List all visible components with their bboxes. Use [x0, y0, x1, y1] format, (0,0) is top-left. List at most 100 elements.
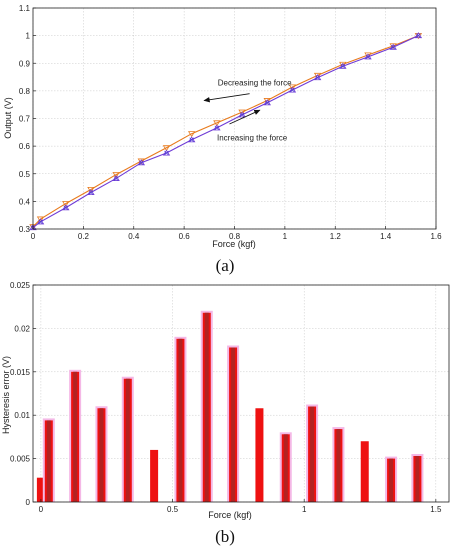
bar-inner	[204, 312, 209, 502]
line-chart-cross-marker	[88, 190, 94, 195]
bar-inner	[231, 347, 236, 502]
bar-chart-y-tick-label: 0.02	[14, 324, 30, 333]
line-chart-y-tick-label: 0.5	[19, 170, 31, 179]
line-chart-cross-marker	[290, 87, 295, 93]
bar-inner	[389, 458, 394, 502]
bar-inner	[336, 429, 341, 502]
bar-chart-x-tick-label: 0.5	[167, 505, 179, 514]
bar-inner	[310, 406, 315, 502]
line-chart-y-tick-label: 0.8	[19, 87, 31, 96]
bar-inner	[73, 371, 78, 502]
line-chart-y-tick-label: 0.3	[19, 225, 31, 234]
line-chart-cross-marker	[315, 75, 320, 80]
line-chart-cross-marker	[264, 100, 270, 106]
bar-chart-y-tick-label: 0.015	[10, 368, 31, 377]
line-chart-point-marker	[187, 131, 196, 138]
line-chart-point-marker	[62, 204, 70, 211]
line-chart-cross-marker	[416, 33, 421, 38]
bar-chart-panel-b: 0 0.5 1 1.5 0 0.005 0.01 0.015 0.02 0.025 Force (…	[1, 281, 450, 546]
bar-chart-bars	[36, 310, 424, 502]
line-chart-y-axis-label: Output (V)	[3, 97, 13, 139]
bar-chart-y-tick-label: 0.01	[14, 411, 30, 420]
bar	[150, 449, 159, 502]
line-chart-point-marker	[162, 145, 171, 152]
bar-inner	[125, 378, 130, 502]
annotation-decreasing-label: Decreasing the force	[218, 78, 292, 87]
bar-chart-x-tick-label: 1.5	[430, 505, 442, 514]
annotation-decreasing-arrow	[203, 93, 250, 103]
line-chart-point-marker	[313, 74, 322, 81]
line-chart-point-marker	[339, 62, 347, 69]
bar-chart-y-tick-label: 0.025	[10, 281, 31, 290]
line-chart-x-axis-label: Force (kgf)	[212, 239, 256, 249]
annotation-increasing-arrow	[229, 109, 261, 125]
line-chart-x-tick-label: 0.4	[128, 232, 140, 241]
line-chart-point-marker	[414, 32, 423, 39]
line-chart-y-tick-label: 0.7	[19, 115, 31, 124]
line-chart-point-marker	[213, 124, 221, 131]
line-chart-y-tick-label: 0.6	[19, 142, 31, 151]
bar-inner	[415, 455, 420, 502]
panel-label-b: (b)	[215, 527, 235, 546]
line-chart-point-marker	[238, 109, 246, 116]
line-chart-panel-a: 0 0.2 0.4 0.6 0.8 1 1.2 1.4 1.6 0.3 0.4 0.5 0.6 0.7 0.…	[3, 4, 442, 275]
line-chart-cross-marker	[164, 150, 169, 156]
line-chart-x-tick-label: 0.6	[179, 232, 191, 241]
bar-chart-y-tick-label: 0	[26, 498, 31, 507]
line-chart-x-tick-label: 0.2	[78, 232, 90, 241]
line-chart-point-marker	[213, 120, 221, 127]
line-chart-point-marker	[36, 218, 45, 225]
line-chart-x-tick-label: 1.2	[330, 232, 342, 241]
line-chart-point-marker	[238, 111, 246, 118]
line-chart-series-line-1	[32, 35, 419, 228]
line-chart-cross-marker	[38, 219, 43, 225]
line-chart-point-marker	[187, 136, 196, 143]
line-chart-y-tick-label: 1	[26, 32, 31, 41]
bar	[255, 408, 264, 502]
annotation-increasing-label: Increasing the force	[217, 134, 288, 143]
line-chart-x-tick-label: 1.6	[430, 232, 442, 241]
bar-inner	[46, 420, 51, 502]
line-chart-cross-marker	[239, 112, 245, 118]
line-chart-series	[29, 32, 423, 231]
line-chart-annotations: Decreasing the force Increasing the force	[203, 78, 292, 143]
bar-inner	[283, 434, 288, 502]
line-chart-point-marker	[288, 84, 297, 91]
line-chart-cross-marker	[113, 176, 119, 181]
line-chart-cross-marker	[390, 44, 396, 50]
line-chart-point-marker	[137, 159, 146, 166]
line-chart-y-tick-label: 0.4	[19, 197, 31, 206]
line-chart-cross-marker	[365, 54, 371, 60]
line-chart-x-tick-label: 1	[283, 232, 288, 241]
bar-chart-ticks: 0 0.5 1 1.5 0 0.005 0.01 0.015 0.02 0.025	[10, 281, 442, 514]
bar-inner	[178, 338, 183, 502]
line-chart-point-marker	[62, 201, 70, 208]
line-chart-x-tick-label: 0.8	[229, 232, 241, 241]
line-chart-cross-marker	[63, 205, 68, 210]
bar-chart-x-axis-label: Force (kgf)	[208, 510, 252, 520]
line-chart-point-marker	[87, 189, 95, 196]
bar-chart-y-axis-label: Hysteresis error (V)	[1, 356, 11, 434]
bar-chart-x-tick-label: 1	[302, 505, 307, 514]
line-chart-point-marker	[36, 216, 45, 223]
bar-chart-y-tick-label: 0.005	[10, 455, 31, 464]
bar-inner	[99, 408, 104, 502]
line-chart-cross-marker	[189, 137, 194, 143]
line-chart-x-tick-label: 1.4	[380, 232, 392, 241]
line-chart-point-marker	[112, 172, 120, 179]
line-chart-point-marker	[112, 174, 120, 181]
line-chart-point-marker	[364, 53, 372, 60]
line-chart-point-marker	[389, 43, 397, 50]
line-chart-point-marker	[87, 186, 95, 193]
line-chart-grid	[32, 7, 437, 230]
line-chart-point-marker	[263, 99, 271, 106]
line-chart-point-marker	[29, 224, 37, 231]
line-chart-cross-marker	[214, 125, 220, 131]
line-chart-ticks: 0 0.2 0.4 0.6 0.8 1 1.2 1.4 1.6 0.3 0.4 0.5 0.6 0.7 0.…	[19, 4, 442, 241]
bar	[360, 441, 369, 502]
line-chart-point-marker	[162, 149, 171, 156]
line-chart-cross-marker	[139, 160, 144, 165]
bar-chart-x-tick-label: 0	[39, 505, 44, 514]
panel-label-a: (a)	[216, 256, 235, 275]
